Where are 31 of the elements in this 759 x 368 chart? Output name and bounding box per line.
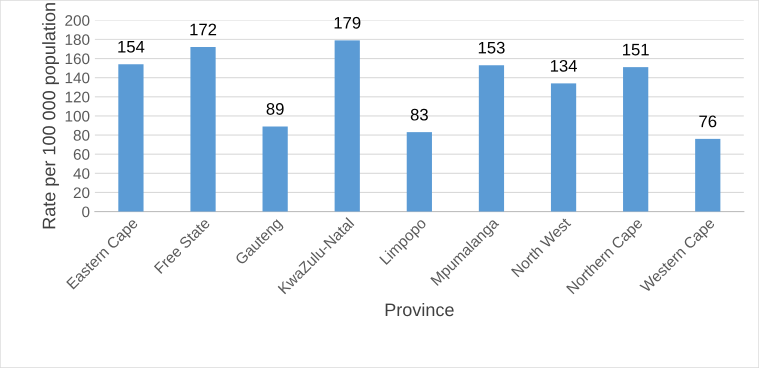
data-label: 76 [699,115,716,128]
y-tick-label: 180 [66,34,90,46]
y-tick-label: 80 [74,130,90,141]
x-axis-title: Province [386,302,454,316]
bar [190,47,216,212]
data-label: 83 [410,108,428,121]
data-label: 172 [190,24,216,36]
y-tick-label: 20 [74,187,90,198]
bar [623,67,648,212]
bar [550,83,576,212]
data-label: 179 [334,16,360,29]
data-label: 89 [266,103,284,115]
y-tick-label: 140 [66,72,90,84]
y-axis-title: Rate per 100 000 population [42,3,59,228]
y-tick-label: 60 [74,149,90,160]
bar [262,126,288,212]
y-tick-label: 160 [66,53,90,64]
bar [478,65,504,212]
y-tick-label: 120 [66,92,90,102]
data-label: 154 [118,40,144,53]
bar [695,138,720,212]
y-tick-label: 40 [73,168,90,180]
bar [118,64,144,212]
data-label: 153 [478,42,505,54]
y-tick-label: 200 [65,15,90,26]
bar [406,132,432,212]
y-tick-label: 0 [82,206,90,218]
data-label: 151 [623,44,649,56]
bar [334,40,360,212]
data-label: 134 [550,60,577,72]
y-tick-label: 100 [66,110,90,122]
